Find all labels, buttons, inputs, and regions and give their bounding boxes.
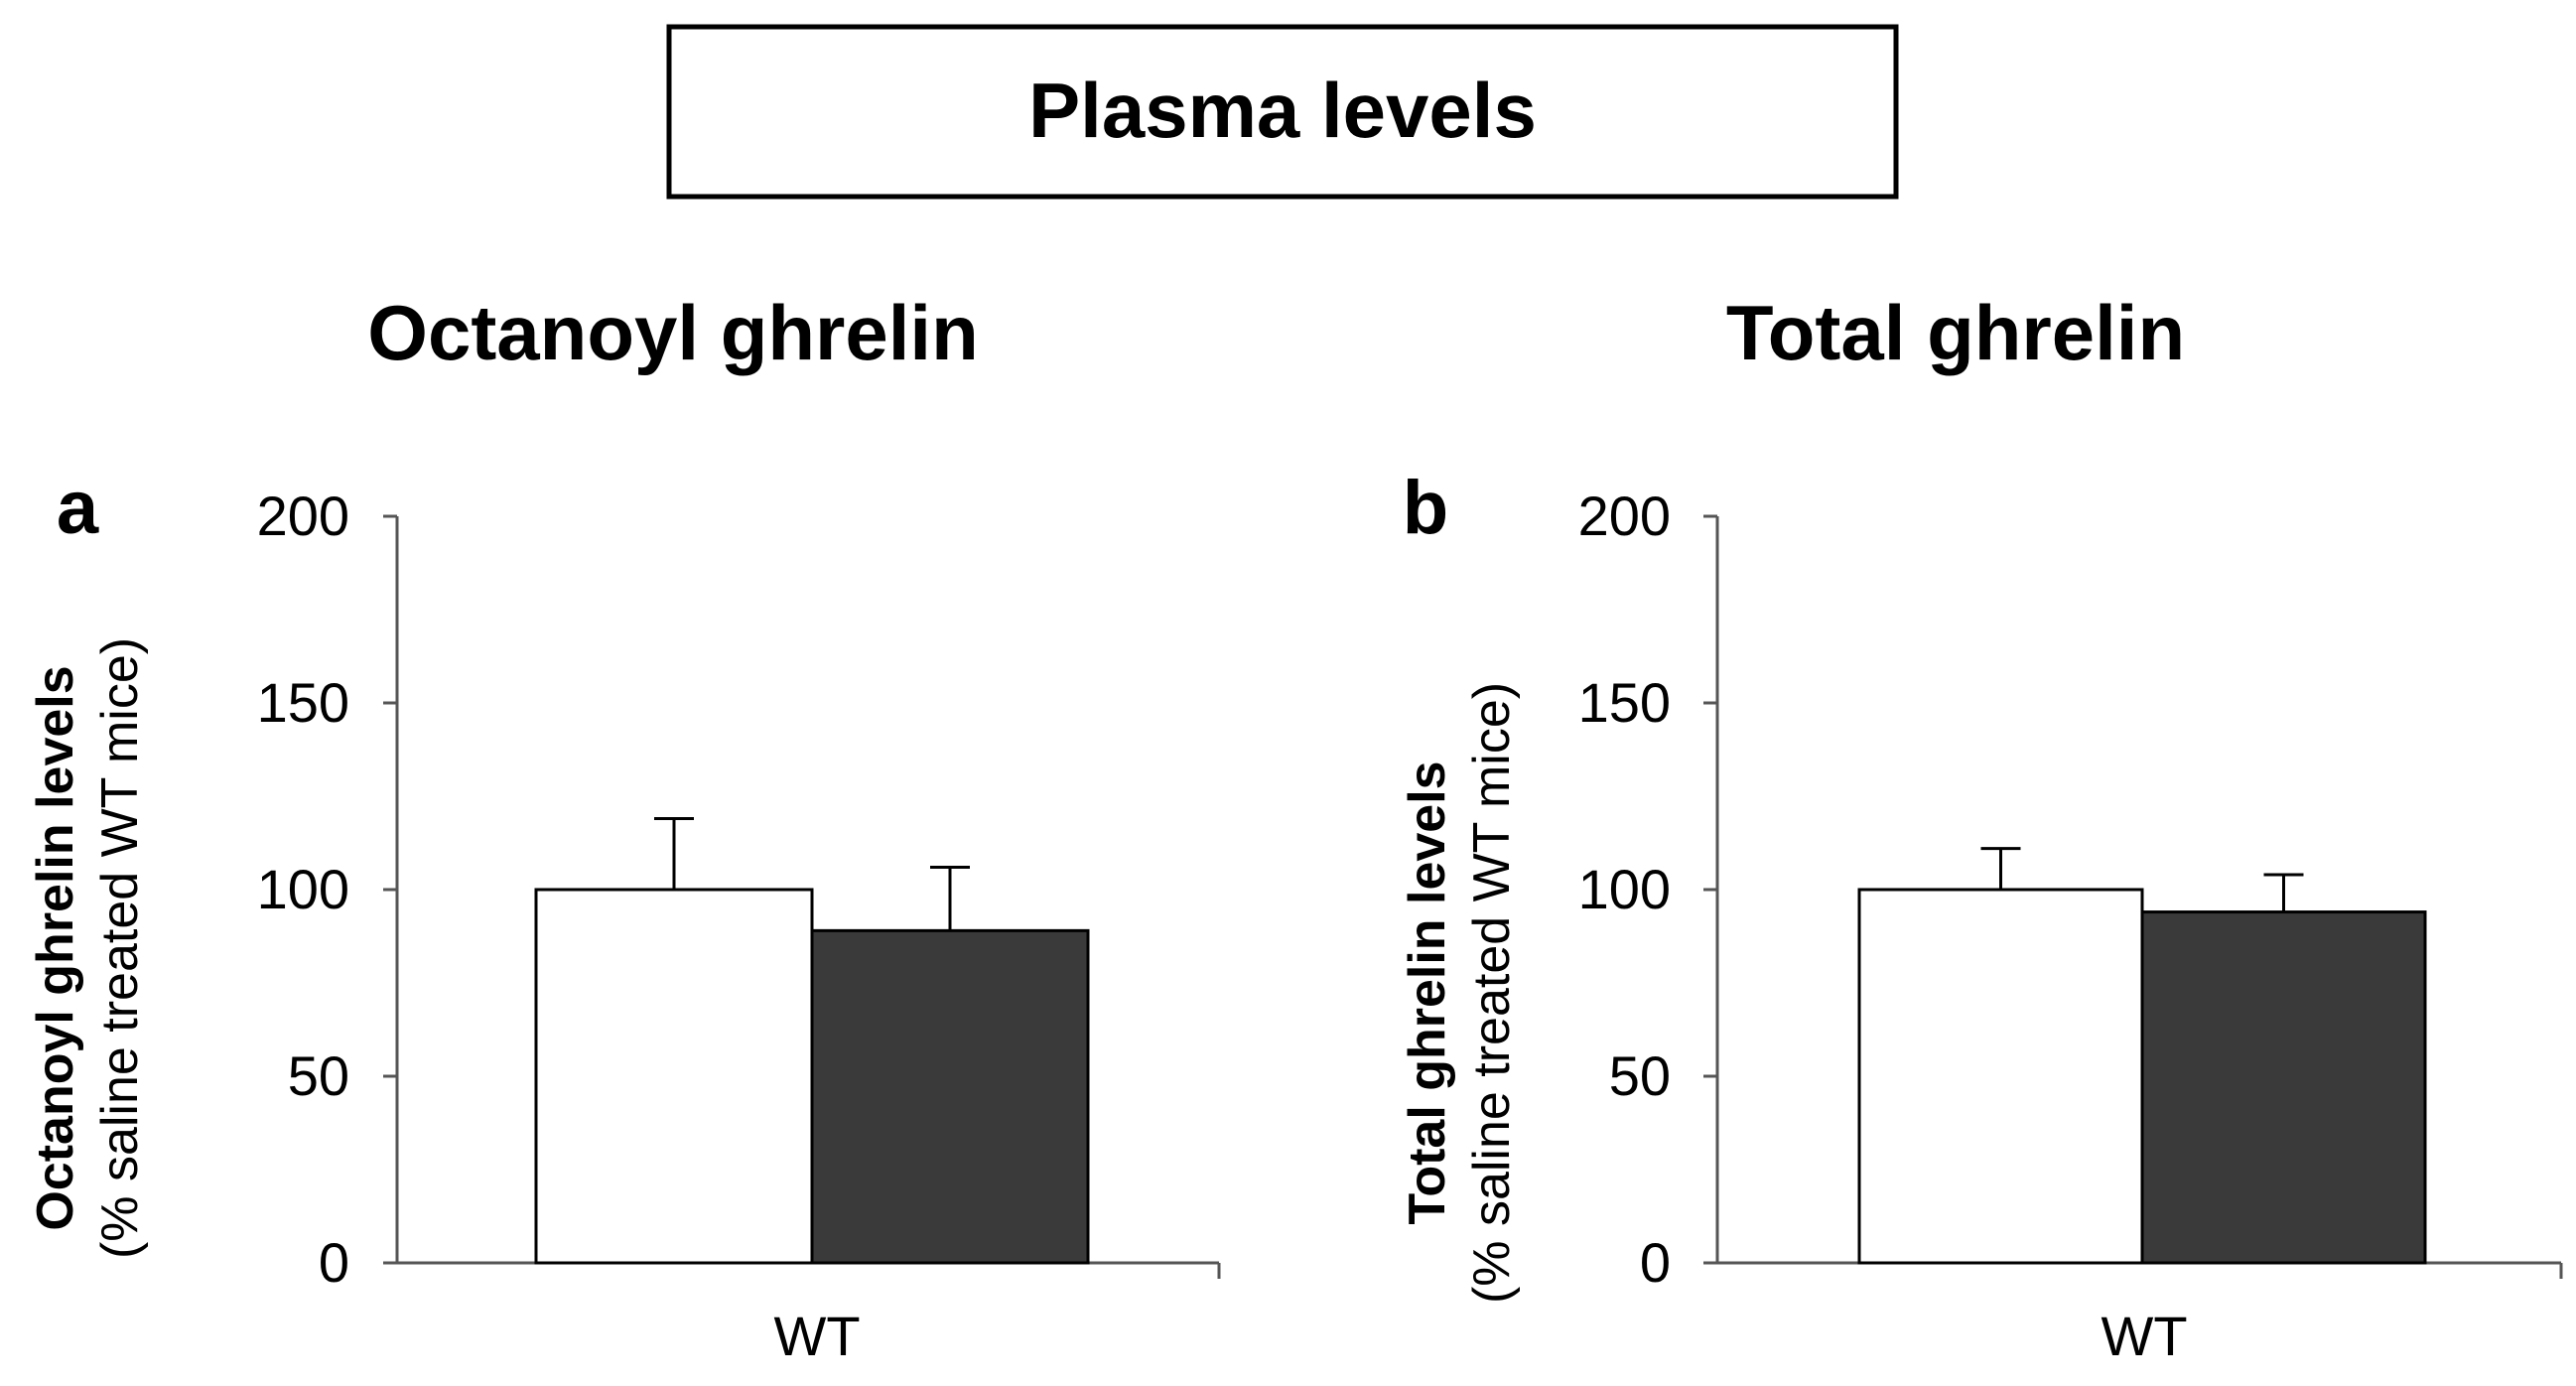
panel-a-plot: 0 50 100 150 200 bbox=[257, 485, 1221, 1294]
panel-b-bar-1 bbox=[1857, 888, 2144, 1265]
panel-a-xtick-label: WT bbox=[773, 1305, 860, 1367]
panel-a-ytick-label-50: 50 bbox=[288, 1044, 349, 1107]
panel-a-bar-2 bbox=[810, 928, 1090, 1265]
panel-a-label: a bbox=[57, 466, 99, 550]
panel-a-bar-1 bbox=[534, 888, 814, 1265]
panel-a-ytick-label-100: 100 bbox=[257, 858, 349, 920]
panel-a-ylabel-line2: (% saline treated WT mice) bbox=[91, 637, 149, 1259]
panel-b-title: Total ghrelin bbox=[1726, 289, 2185, 376]
panel-b-plot: 0 50 100 150 200 bbox=[1578, 485, 2563, 1294]
panel-a-ytick-label-0: 0 bbox=[319, 1231, 349, 1294]
panel-b-ytick-label-150: 150 bbox=[1578, 671, 1671, 734]
panel-b-ylabel-line2: (% saline treated WT mice) bbox=[1463, 682, 1521, 1304]
panel-a-ylabel-line1: Octanoyl ghrelin levels bbox=[27, 665, 84, 1230]
panel-a-ytick-label-200: 200 bbox=[257, 485, 349, 547]
panel-b-label: b bbox=[1403, 466, 1448, 550]
title-box bbox=[666, 24, 1899, 200]
panel-b-ytick-label-200: 200 bbox=[1578, 485, 1671, 547]
panel-b-ytick-label-50: 50 bbox=[1609, 1044, 1671, 1107]
panel-b-xtick-label: WT bbox=[2101, 1305, 2187, 1367]
panel-a-title: Octanoyl ghrelin bbox=[367, 289, 978, 376]
panel-a-ytick-label-150: 150 bbox=[257, 671, 349, 734]
panel-b-ytick-label-100: 100 bbox=[1578, 858, 1671, 920]
panel-b-ylabel-line1: Total ghrelin levels bbox=[1399, 761, 1456, 1224]
panel-b-ytick-label-0: 0 bbox=[1640, 1231, 1671, 1294]
figure-title: Plasma levels bbox=[1028, 67, 1537, 154]
panel-b-bar-2 bbox=[2140, 910, 2427, 1265]
